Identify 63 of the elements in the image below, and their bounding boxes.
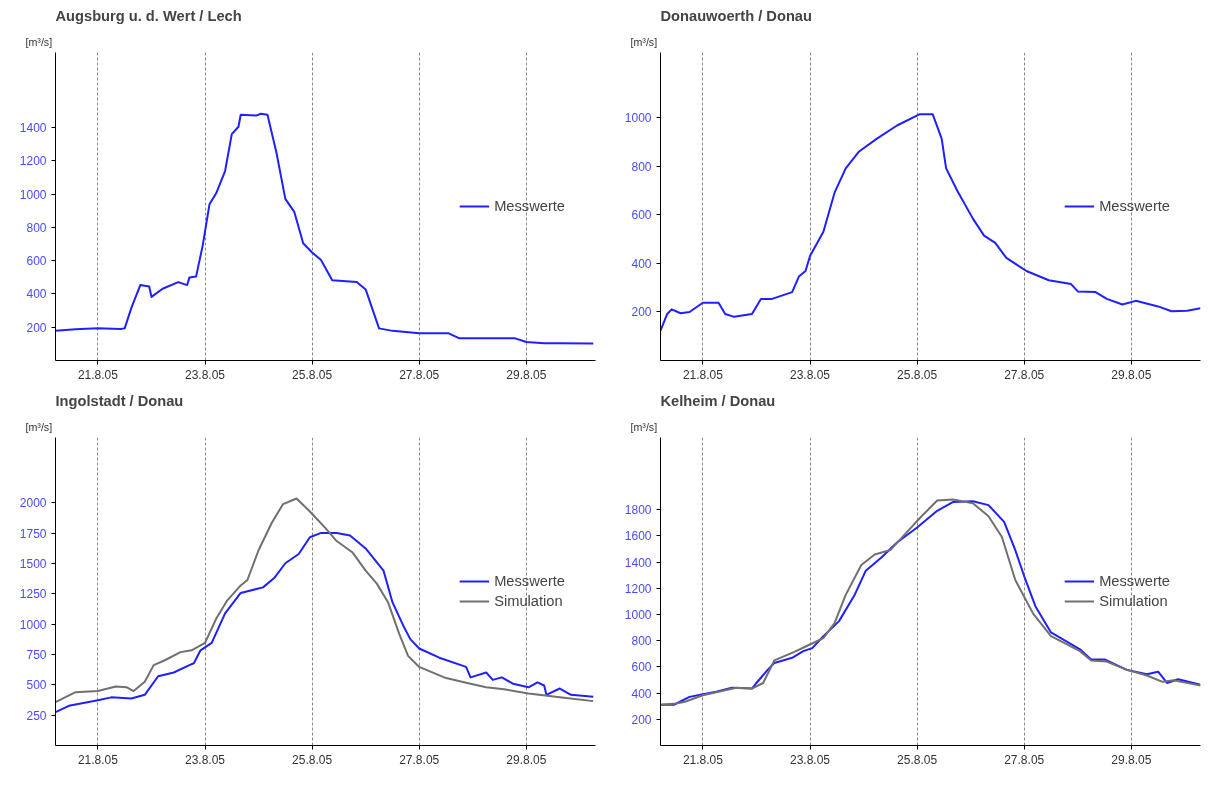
y-tick-label: 750	[26, 648, 47, 663]
y-tick-label: 1000	[624, 111, 652, 126]
y-tick-label: 500	[26, 678, 47, 693]
chart-title: Augsburg u. d. Wert / Lech	[55, 7, 242, 24]
y-tick-label: 1000	[624, 607, 652, 622]
x-tick-label: 27.8.05	[1004, 752, 1045, 767]
x-tick-label: 27.8.05	[1004, 367, 1045, 382]
x-tick-label: 29.8.05	[506, 367, 547, 382]
x-tick-label: 29.8.05	[506, 752, 547, 767]
y-tick-label: 1800	[624, 503, 652, 518]
y-tick-label: 600	[631, 208, 652, 223]
y-tick-label: 200	[26, 320, 47, 335]
x-tick-label: 23.8.05	[184, 367, 226, 382]
y-tick-label: 1750	[19, 526, 47, 541]
x-tick-label: 23.8.05	[789, 367, 831, 382]
y-axis-title: [m³/s]	[25, 35, 53, 48]
chart-title: Kelheim / Donau	[660, 392, 776, 409]
chart-title: Donauwoerth / Donau	[660, 7, 812, 24]
y-tick-label: 600	[26, 254, 47, 269]
y-tick-label: 250	[26, 708, 47, 723]
y-tick-label: 1000	[19, 617, 47, 632]
legend-label: Messwerte	[494, 573, 565, 589]
y-tick-label: 1200	[19, 154, 47, 169]
y-tick-label: 400	[26, 287, 47, 302]
y-tick-label: 1000	[19, 187, 47, 202]
x-tick-label: 23.8.05	[184, 752, 226, 767]
y-tick-label: 1600	[624, 529, 652, 544]
legend-label: Messwerte	[494, 198, 565, 214]
x-tick-label: 27.8.05	[399, 752, 440, 767]
y-tick-label: 800	[631, 634, 652, 649]
y-axis-title: [m³/s]	[630, 420, 658, 433]
y-tick-label: 1500	[19, 557, 47, 572]
x-tick-label: 25.8.05	[897, 367, 938, 382]
y-tick-label: 400	[631, 256, 652, 271]
x-tick-label: 21.8.05	[682, 752, 724, 767]
x-tick-label: 21.8.05	[77, 367, 119, 382]
y-axis-title: [m³/s]	[25, 420, 53, 433]
y-tick-label: 800	[26, 220, 47, 235]
legend-label: Messwerte	[1099, 198, 1170, 214]
y-axis-title: [m³/s]	[630, 35, 658, 48]
y-tick-label: 400	[631, 686, 652, 701]
y-tick-label: 2000	[19, 496, 47, 511]
y-tick-label: 200	[631, 305, 652, 320]
x-tick-label: 29.8.05	[1111, 752, 1152, 767]
y-tick-label: 600	[631, 660, 652, 675]
x-tick-label: 25.8.05	[897, 752, 938, 767]
y-tick-label: 200	[631, 712, 652, 727]
y-tick-label: 800	[631, 159, 652, 174]
x-tick-label: 27.8.05	[399, 367, 440, 382]
legend-label: Simulation	[494, 593, 563, 609]
legend-label: Simulation	[1099, 593, 1168, 609]
x-tick-label: 29.8.05	[1111, 367, 1152, 382]
y-tick-label: 1250	[19, 587, 47, 602]
legend-label: Messwerte	[1099, 573, 1170, 589]
y-tick-label: 1400	[624, 555, 652, 570]
x-tick-label: 25.8.05	[292, 752, 333, 767]
y-tick-label: 1400	[19, 120, 47, 135]
y-tick-label: 1200	[624, 581, 652, 596]
x-tick-label: 25.8.05	[292, 367, 333, 382]
x-tick-label: 23.8.05	[789, 752, 831, 767]
x-tick-label: 21.8.05	[77, 752, 119, 767]
x-tick-label: 21.8.05	[682, 367, 724, 382]
chart-title: Ingolstadt / Donau	[55, 392, 184, 409]
